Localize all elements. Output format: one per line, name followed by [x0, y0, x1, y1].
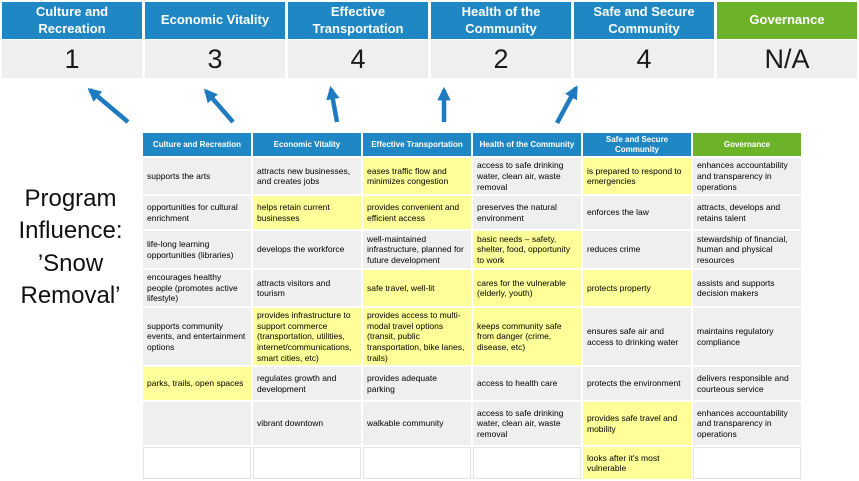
matrix-cell: provides access to multi-modal travel op… — [363, 308, 471, 365]
matrix-cell: delivers responsible and courteous servi… — [693, 367, 801, 400]
matrix-cell: encourages healthy people (promotes acti… — [143, 270, 251, 306]
matrix-cell — [253, 447, 361, 479]
banner-header: Effective Transportation — [288, 2, 428, 39]
banner-column-health: Health of the Community 2 — [431, 2, 571, 78]
banner-header: Culture and Recreation — [2, 2, 142, 39]
matrix-cell — [693, 447, 801, 479]
banner-header: Governance — [717, 2, 857, 39]
matrix-cell — [143, 402, 251, 445]
matrix-header-cell: Culture and Recreation — [143, 133, 251, 156]
matrix-cell: attracts, develops and retains talent — [693, 196, 801, 229]
matrix-cell: supports community events, and entertain… — [143, 308, 251, 365]
banner-score: 4 — [288, 40, 428, 78]
banner-score: 2 — [431, 40, 571, 78]
matrix-header-row: Culture and Recreation Economic Vitality… — [143, 133, 801, 156]
banner-header: Safe and Secure Community — [574, 2, 714, 39]
matrix-cell: assists and supports decision makers — [693, 270, 801, 306]
matrix-cell: maintains regulatory compliance — [693, 308, 801, 365]
banner-header: Economic Vitality — [145, 2, 285, 39]
matrix-cell: parks, trails, open spaces — [143, 367, 251, 400]
matrix-cell: protects property — [583, 270, 691, 306]
matrix-cell: stewardship of financial, human and phys… — [693, 231, 801, 268]
banner-column-culture: Culture and Recreation 1 — [2, 2, 142, 78]
influence-matrix: Culture and Recreation Economic Vitality… — [141, 131, 803, 481]
banner-column-safety: Safe and Secure Community 4 — [574, 2, 714, 78]
banner-score: 4 — [574, 40, 714, 78]
banner-score: 3 — [145, 40, 285, 78]
matrix-cell: looks after it's most vulnerable — [583, 447, 691, 479]
matrix-cell: well-maintained infrastructure, planned … — [363, 231, 471, 268]
arrow-up-icon — [90, 90, 128, 122]
matrix-cell: provides adequate parking — [363, 367, 471, 400]
matrix-cell: is prepared to respond to emergencies — [583, 158, 691, 194]
banner-column-governance: Governance N/A — [717, 2, 857, 78]
matrix-header-cell: Effective Transportation — [363, 133, 471, 156]
matrix-cell: basic needs – safety, shelter, food, opp… — [473, 231, 581, 268]
matrix-cell: access to safe drinking water, clean air… — [473, 402, 581, 445]
matrix-cell: safe travel, well-lit — [363, 270, 471, 306]
matrix-cell: enforces the law — [583, 196, 691, 229]
matrix-header-cell: Health of the Community — [473, 133, 581, 156]
matrix-header-cell: Governance — [693, 133, 801, 156]
matrix-cell: access to health care — [473, 367, 581, 400]
table-row: supports community events, and entertain… — [143, 308, 801, 365]
slide: Culture and Recreation 1 Economic Vitali… — [0, 0, 859, 465]
matrix-cell: ensures safe air and access to drinking … — [583, 308, 691, 365]
banner-header: Health of the Community — [431, 2, 571, 39]
matrix-cell — [143, 447, 251, 479]
matrix-cell: provides convenient and efficient access — [363, 196, 471, 229]
matrix-cell: supports the arts — [143, 158, 251, 194]
matrix-cell: attracts new businesses, and creates job… — [253, 158, 361, 194]
matrix-cell: reduces crime — [583, 231, 691, 268]
matrix-cell: provides safe travel and mobility — [583, 402, 691, 445]
matrix-cell — [363, 447, 471, 479]
matrix-cell: vibrant downtown — [253, 402, 361, 445]
matrix-cell: opportunities for cultural enrichment — [143, 196, 251, 229]
matrix-cell: attracts visitors and tourism — [253, 270, 361, 306]
matrix-cell: cares for the vulnerable (elderly, youth… — [473, 270, 581, 306]
matrix-cell — [473, 447, 581, 479]
banner-column-transportation: Effective Transportation 4 — [288, 2, 428, 78]
matrix-cell: enhances accountability and transparency… — [693, 402, 801, 445]
program-influence-label: Program Influence: ’Snow Removal’ — [0, 183, 141, 313]
banner-score: N/A — [717, 40, 857, 78]
table-row: looks after it's most vulnerable — [143, 447, 801, 479]
matrix-cell: provides infrastructure to support comme… — [253, 308, 361, 365]
table-row: life-long learning opportunities (librar… — [143, 231, 801, 268]
matrix-cell: preserves the natural environment — [473, 196, 581, 229]
matrix-cell: eases traffic flow and minimizes congest… — [363, 158, 471, 194]
table-row: encourages healthy people (promotes acti… — [143, 270, 801, 306]
matrix-cell: access to safe drinking water, clean air… — [473, 158, 581, 194]
matrix-cell: develops the workforce — [253, 231, 361, 268]
arrow-up-icon — [557, 88, 576, 123]
matrix-cell: protects the environment — [583, 367, 691, 400]
matrix-cell: keeps community safe from danger (crime,… — [473, 308, 581, 365]
matrix-cell: regulates growth and development — [253, 367, 361, 400]
matrix-cell: enhances accountability and transparency… — [693, 158, 801, 194]
matrix-header-cell: Safe and Secure Community — [583, 133, 691, 156]
influence-arrows — [0, 74, 700, 132]
matrix-cell: walkable community — [363, 402, 471, 445]
matrix-cell: helps retain current businesses — [253, 196, 361, 229]
matrix-header-cell: Economic Vitality — [253, 133, 361, 156]
summary-banner: Culture and Recreation 1 Economic Vitali… — [2, 2, 857, 78]
matrix-cell: life-long learning opportunities (librar… — [143, 231, 251, 268]
arrow-up-icon — [206, 91, 233, 122]
banner-column-economic: Economic Vitality 3 — [145, 2, 285, 78]
arrow-up-icon — [331, 89, 337, 122]
banner-score: 1 — [2, 40, 142, 78]
